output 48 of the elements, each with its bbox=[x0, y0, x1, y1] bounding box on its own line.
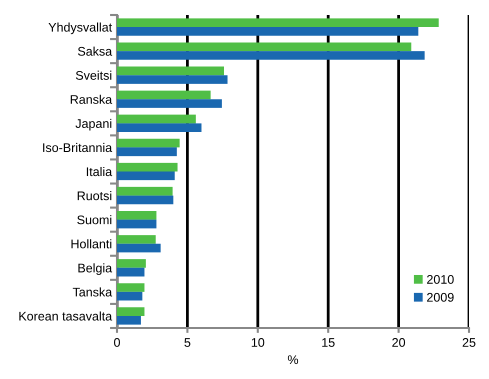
y-tick-label: Tanska bbox=[72, 287, 112, 297]
x-tick-label: 0 bbox=[114, 338, 120, 347]
x-tick-label: 20 bbox=[392, 338, 406, 347]
legend-label: 2009 bbox=[427, 292, 454, 302]
x-tick-label: 15 bbox=[322, 338, 335, 347]
bar bbox=[117, 162, 178, 172]
bar bbox=[117, 283, 144, 292]
legend-label: 2010 bbox=[427, 275, 454, 284]
y-tick-label: Suomi bbox=[77, 215, 112, 224]
x-tick-label: 10 bbox=[252, 338, 264, 347]
bar bbox=[117, 114, 196, 124]
bar bbox=[117, 268, 144, 276]
x-tick-label: 25 bbox=[462, 338, 476, 347]
bar bbox=[117, 99, 222, 108]
y-tick-label: Korean tasavalta bbox=[19, 311, 112, 321]
bar bbox=[117, 210, 156, 220]
bar bbox=[117, 244, 161, 252]
bar bbox=[117, 186, 173, 196]
y-tick-label: Ranska bbox=[70, 94, 112, 104]
bar bbox=[117, 51, 425, 60]
bar bbox=[117, 307, 144, 316]
y-tick-label: Yhdysvallat bbox=[48, 22, 112, 34]
bar bbox=[117, 66, 224, 76]
y-tick-label: Japani bbox=[76, 118, 112, 130]
bar bbox=[117, 18, 439, 28]
x-axis-title: % bbox=[288, 355, 298, 364]
y-tick-label: Italia bbox=[86, 166, 112, 176]
bar bbox=[117, 196, 174, 204]
bar bbox=[117, 172, 175, 180]
y-tick-label: Iso-Britannia bbox=[43, 142, 112, 152]
bar bbox=[117, 220, 156, 228]
bar bbox=[117, 235, 156, 244]
bar bbox=[117, 259, 146, 268]
y-tick-label: Belgia bbox=[78, 263, 112, 275]
bar bbox=[117, 27, 418, 36]
bar bbox=[117, 147, 177, 156]
y-tick-label: Ruotsi bbox=[78, 191, 112, 200]
x-tick-label: 5 bbox=[184, 338, 190, 347]
bar bbox=[117, 316, 141, 325]
bar bbox=[117, 292, 142, 301]
bar bbox=[117, 75, 228, 84]
bar bbox=[117, 90, 211, 100]
y-tick-label: Hollanti bbox=[71, 239, 112, 248]
bar bbox=[117, 42, 412, 52]
y-tick-label: Sveitsi bbox=[76, 70, 112, 80]
y-tick-label: Saksa bbox=[78, 46, 112, 56]
bar bbox=[117, 123, 202, 132]
bar bbox=[117, 138, 180, 148]
